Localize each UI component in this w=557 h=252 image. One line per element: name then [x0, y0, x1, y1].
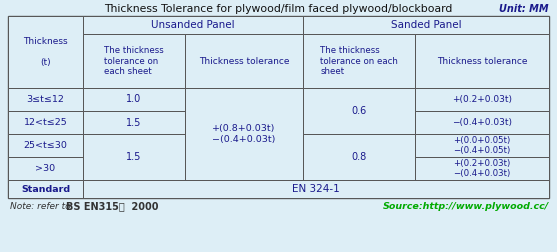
Text: +(0.8+0.03t)
−(0.4+0.03t): +(0.8+0.03t) −(0.4+0.03t) — [212, 124, 276, 144]
Text: BS EN315；  2000: BS EN315； 2000 — [66, 202, 159, 211]
Text: 1.5: 1.5 — [126, 152, 141, 162]
Text: Thickness Tolerance for plywood/film faced plywood/blockboard: Thickness Tolerance for plywood/film fac… — [104, 4, 453, 14]
Text: 1.5: 1.5 — [126, 117, 141, 128]
Bar — [83, 180, 549, 198]
Bar — [8, 16, 549, 198]
Bar — [83, 34, 185, 88]
Text: +(0.2+0.03t): +(0.2+0.03t) — [452, 95, 512, 104]
Bar — [185, 34, 303, 88]
Bar — [83, 88, 185, 111]
Bar — [83, 16, 303, 34]
Bar — [415, 157, 549, 180]
Bar — [83, 111, 185, 134]
Text: +(0.2+0.03t)
−(0.4+0.03t): +(0.2+0.03t) −(0.4+0.03t) — [453, 159, 511, 178]
Text: +(0.0+0.05t)
−(0.4+0.05t): +(0.0+0.05t) −(0.4+0.05t) — [453, 136, 511, 155]
Bar — [8, 180, 83, 198]
Bar — [303, 16, 549, 34]
Bar — [8, 157, 83, 180]
Text: Thickness

(t): Thickness (t) — [23, 37, 68, 67]
Bar — [415, 111, 549, 134]
Bar — [83, 134, 185, 180]
Text: Unit: MM: Unit: MM — [500, 4, 549, 14]
Text: 0.8: 0.8 — [351, 152, 367, 162]
Text: The thickness
tolerance on each
sheet: The thickness tolerance on each sheet — [320, 46, 398, 76]
Bar — [303, 134, 415, 180]
Bar — [415, 88, 549, 111]
Bar — [415, 34, 549, 88]
Bar — [303, 88, 415, 134]
Text: Sanded Panel: Sanded Panel — [390, 20, 461, 30]
Text: 1.0: 1.0 — [126, 94, 141, 105]
Text: 0.6: 0.6 — [351, 106, 367, 116]
Text: Note: refer to: Note: refer to — [10, 202, 71, 211]
Text: 3≤t≤12: 3≤t≤12 — [27, 95, 65, 104]
Bar — [8, 111, 83, 134]
Bar — [8, 88, 83, 111]
Text: 25<t≤30: 25<t≤30 — [23, 141, 67, 150]
Text: The thickness
tolerance on
each sheet: The thickness tolerance on each sheet — [104, 46, 164, 76]
Text: 12<t≤25: 12<t≤25 — [23, 118, 67, 127]
Text: Thickness tolerance: Thickness tolerance — [437, 56, 527, 66]
Bar — [8, 134, 83, 157]
Bar — [185, 88, 303, 180]
Text: EN 324-1: EN 324-1 — [292, 184, 340, 194]
Text: Thickness tolerance: Thickness tolerance — [199, 56, 289, 66]
Text: Source:http://www.plywood.cc/: Source:http://www.plywood.cc/ — [383, 202, 549, 211]
Text: −(0.4+0.03t): −(0.4+0.03t) — [452, 118, 512, 127]
Text: Standard: Standard — [21, 184, 70, 194]
Bar — [415, 134, 549, 157]
Bar — [303, 34, 415, 88]
Bar — [8, 16, 83, 88]
Text: >30: >30 — [36, 164, 56, 173]
Text: Unsanded Panel: Unsanded Panel — [151, 20, 235, 30]
